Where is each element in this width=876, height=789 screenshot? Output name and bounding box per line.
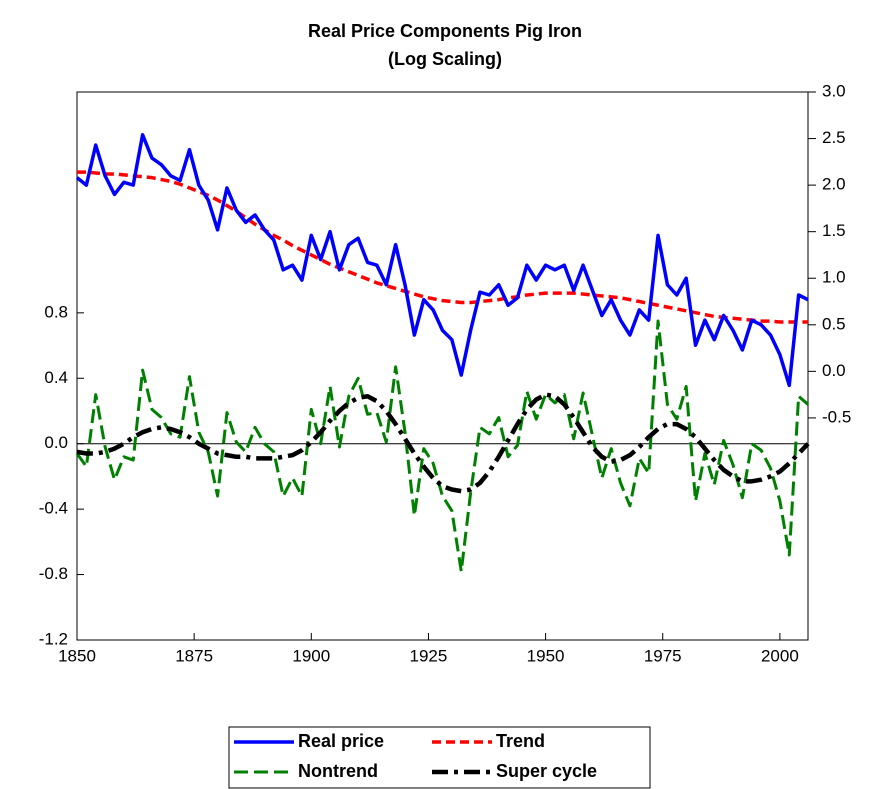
x-tick-label: 1925 [410, 646, 448, 665]
series-line [77, 170, 808, 324]
y2-tick-label: 1.5 [822, 221, 846, 240]
y2-tick-label: -0.5 [822, 407, 851, 426]
legend-label: Super cycle [496, 761, 597, 781]
y-tick-label: 0.8 [44, 302, 68, 321]
x-tick-label: 1950 [527, 646, 565, 665]
y2-tick-label: 0.0 [822, 361, 846, 380]
series-line [76, 392, 810, 494]
x-tick-label: 1875 [175, 646, 213, 665]
legend-box [228, 726, 651, 789]
legend-label: Nontrend [298, 761, 378, 781]
chart-subtitle: (Log Scaling) [388, 49, 502, 69]
y2-tick-label: 0.5 [822, 314, 846, 333]
x-tick-label: 2000 [761, 646, 799, 665]
plot-frame [76, 91, 809, 641]
y-tick-label: 0.0 [44, 433, 68, 452]
y-tick-label: -0.8 [39, 564, 68, 583]
x-tick-label: 1975 [644, 646, 682, 665]
legend-label: Real price [298, 731, 384, 751]
legend-label: Trend [496, 731, 545, 751]
y2-tick-label: 2.5 [822, 128, 846, 147]
chart-title: Real Price Components Pig Iron [308, 21, 582, 41]
y-tick-label: -0.4 [39, 499, 68, 518]
x-tick-label: 1850 [58, 646, 96, 665]
series-line [75, 319, 809, 573]
y2-tick-label: 3.0 [822, 81, 846, 100]
series-line [75, 133, 809, 388]
y2-tick-label: 1.0 [822, 268, 846, 287]
x-tick-label: 1900 [292, 646, 330, 665]
y-tick-label: -1.2 [39, 629, 68, 648]
y-tick-label: 0.4 [44, 368, 68, 387]
y2-tick-label: 2.0 [822, 175, 846, 194]
